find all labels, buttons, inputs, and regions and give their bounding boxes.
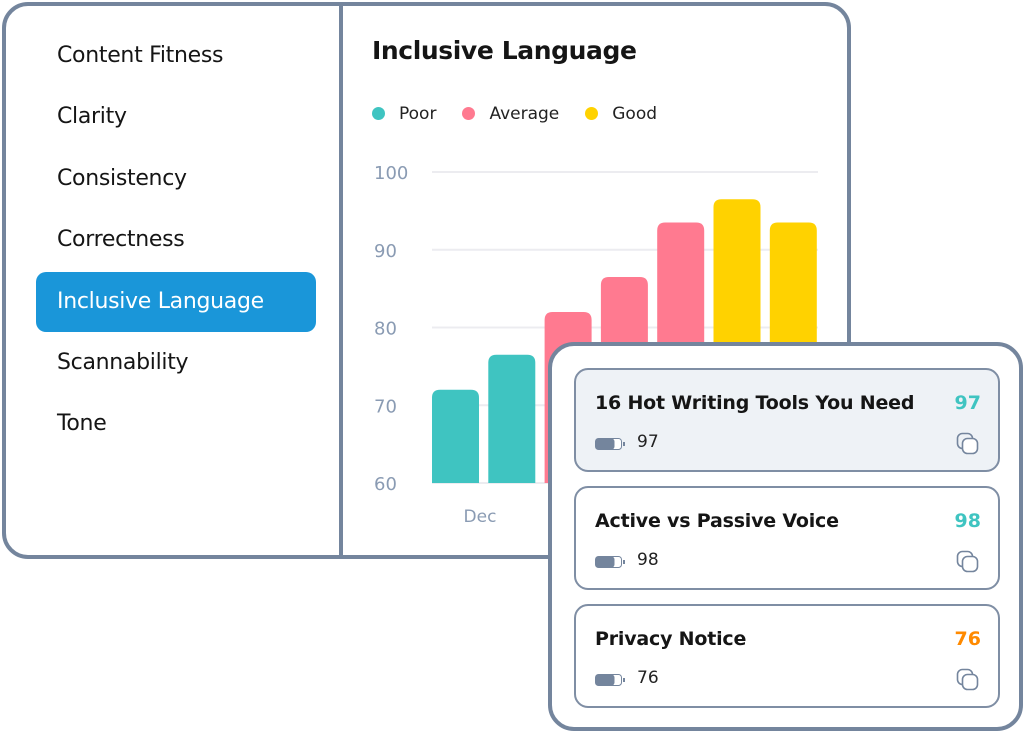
- legend-poor: Poor: [372, 104, 436, 124]
- legend-label: Poor: [399, 104, 437, 124]
- article-score: 97: [954, 392, 981, 414]
- legend-label: Good: [612, 104, 658, 124]
- y-tick-label: 100: [374, 163, 408, 184]
- article-card[interactable]: Privacy Notice 76 76: [574, 604, 1000, 708]
- copy-icon[interactable]: [956, 668, 980, 692]
- chart-legend: Poor Average Good: [372, 104, 657, 124]
- sidebar-item-inclusive-language[interactable]: Inclusive Language: [36, 272, 316, 332]
- article-title: Privacy Notice: [595, 628, 747, 650]
- legend-dot-poor: [372, 107, 385, 120]
- y-tick-label: 80: [374, 319, 397, 340]
- copy-icon[interactable]: [956, 432, 980, 456]
- articles-panel: 16 Hot Writing Tools You Need 97 97 Acti…: [548, 342, 1023, 731]
- sidebar-item-correctness[interactable]: Correctness: [57, 227, 185, 252]
- metrics-window: Content Fitness Clarity Consistency Corr…: [2, 2, 851, 559]
- sidebar-item-clarity[interactable]: Clarity: [57, 104, 127, 129]
- article-score: 98: [954, 510, 981, 532]
- y-tick-label: 60: [374, 474, 397, 495]
- legend-average: Average: [462, 104, 559, 124]
- legend-good: Good: [585, 104, 657, 124]
- article-card[interactable]: Active vs Passive Voice 98 98: [574, 486, 1000, 590]
- sidebar: Content Fitness Clarity Consistency Corr…: [6, 6, 343, 555]
- y-tick-label: 70: [374, 396, 397, 417]
- y-tick-label: 90: [374, 241, 397, 262]
- bar-poor: [488, 354, 536, 483]
- chart-title: Inclusive Language: [372, 36, 637, 65]
- battery-icon: [595, 556, 625, 568]
- article-score: 76: [954, 628, 981, 650]
- article-card[interactable]: 16 Hot Writing Tools You Need 97 97: [574, 368, 1000, 472]
- legend-dot-average: [462, 107, 476, 120]
- sidebar-item-scannability[interactable]: Scannability: [57, 350, 189, 375]
- sidebar-item-consistency[interactable]: Consistency: [57, 166, 187, 191]
- x-tick-label: Dec: [464, 507, 497, 527]
- legend-label: Average: [489, 104, 560, 124]
- copy-icon[interactable]: [956, 550, 980, 574]
- battery-value: 98: [637, 550, 659, 570]
- article-title: Active vs Passive Voice: [595, 510, 839, 532]
- bar-poor: [432, 389, 479, 483]
- sidebar-item-content-fitness[interactable]: Content Fitness: [57, 43, 224, 68]
- battery-value: 97: [637, 432, 659, 452]
- sidebar-item-tone[interactable]: Tone: [57, 411, 107, 436]
- battery-value: 76: [637, 668, 659, 688]
- battery-icon: [595, 674, 625, 686]
- article-title: 16 Hot Writing Tools You Need: [595, 392, 915, 414]
- battery-icon: [595, 438, 625, 450]
- legend-dot-good: [585, 107, 599, 120]
